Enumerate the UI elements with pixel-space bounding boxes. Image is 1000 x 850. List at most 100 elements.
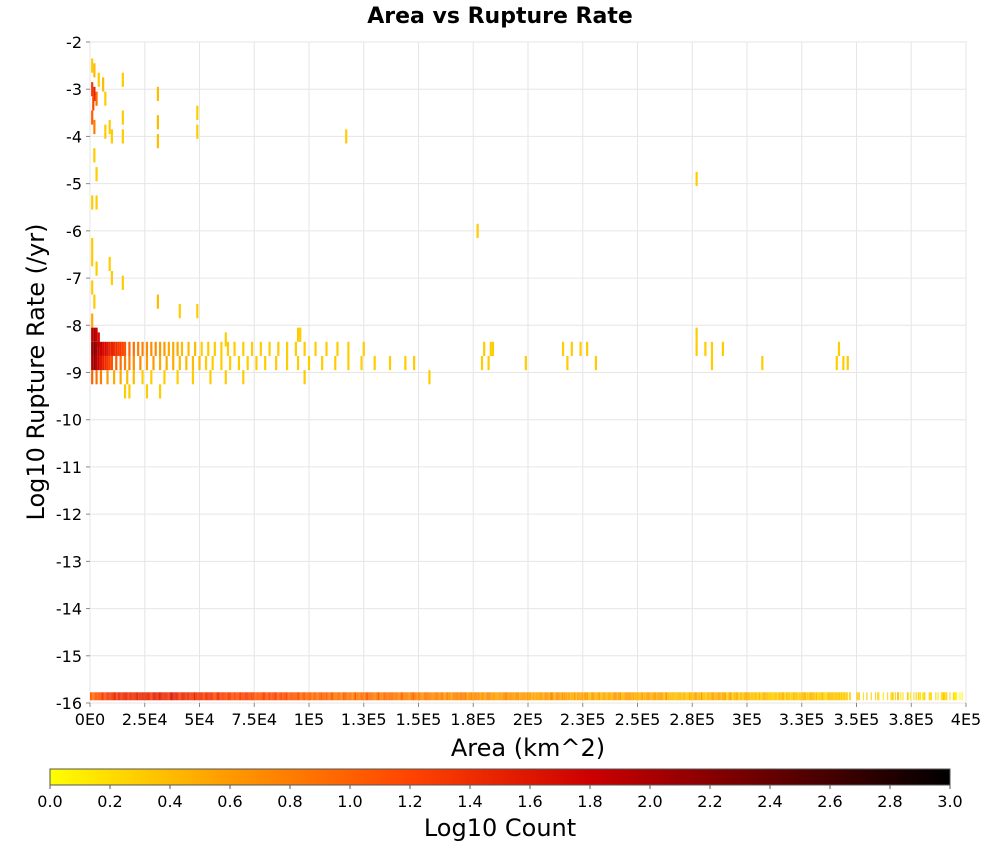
heatmap-cell [547,692,549,701]
heatmap-cell [698,692,700,701]
heatmap-cell [670,692,672,701]
heatmap-cell [238,692,240,701]
heatmap-cell [190,692,192,701]
heatmap-cell [863,692,865,701]
heatmap-cell [334,355,337,371]
heatmap-cell [615,692,617,701]
heatmap-cell [549,692,551,701]
x-tick-label: 2E5 [513,710,543,729]
heatmap-cell [122,692,124,701]
heatmap-cell [176,692,178,701]
heatmap-cell [93,86,96,102]
heatmap-cell [411,692,413,701]
heatmap-cell [354,692,356,701]
heatmap-cell [305,692,307,701]
heatmap-cell [345,129,348,144]
heatmap-cell [561,341,565,356]
heatmap-cell [406,692,408,701]
heatmap-cell [184,692,186,701]
heatmap-cell [695,692,697,701]
heatmap-cell [943,692,945,701]
heatmap-cell [817,692,819,701]
heatmap-cell [451,692,453,701]
heatmap-cell [577,692,579,701]
heatmap-cell [261,692,263,701]
heatmap-cell [729,692,731,701]
heatmap-cell [95,327,98,342]
heatmap-cell [455,692,457,701]
heatmap-cell [373,355,376,371]
heatmap-cell [329,692,331,701]
heatmap-cell [487,692,489,701]
heatmap-cell [120,692,122,701]
heatmap-cell [288,692,290,701]
heatmap-cell [106,370,109,385]
heatmap-cell [616,692,618,701]
heatmap-cell [402,692,404,701]
heatmap-cell [169,692,171,701]
heatmap-cell [421,692,423,701]
heatmap-cell [156,692,158,701]
heatmap-cell [93,119,96,135]
heatmap-cell [815,692,817,701]
heatmap-cell [755,692,757,701]
heatmap-cell [157,692,159,701]
heatmap-cell [432,692,434,701]
heatmap-cell [382,692,384,701]
chart-title: Area vs Rupture Rate [367,4,633,29]
heatmap-cell [450,692,452,701]
heatmap-cell [97,332,100,347]
heatmap-cell [472,692,474,701]
heatmap-cell [388,692,390,701]
heatmap-cell [669,692,671,701]
heatmap-cell [722,692,724,701]
heatmap-cell [525,692,527,701]
heatmap-cell [568,692,570,701]
heatmap-cell [789,692,791,701]
heatmap-cell [685,692,687,701]
heatmap-cell [444,692,446,701]
y-tick-label: -14 [56,600,82,619]
heatmap-cell [294,692,296,701]
heatmap-cell [648,692,650,701]
colorbar-tick-label: 2.4 [757,792,782,811]
heatmap-cell [431,692,433,701]
heatmap-cell [310,692,312,701]
heatmap-cell [128,355,131,371]
heatmap-cell [98,692,100,701]
heatmap-cell [326,692,328,701]
heatmap-cell [736,692,738,701]
heatmap-cell [663,692,665,701]
heatmap-cell [477,692,479,701]
heatmap-cell [387,692,389,701]
heatmap-cell [596,692,598,701]
heatmap-cell [327,692,329,701]
heatmap-cell [593,692,595,701]
heatmap-cell [132,370,135,385]
heatmap-cell [743,692,745,701]
heatmap-cell [129,692,131,701]
heatmap-cell [749,692,751,701]
heatmap-cell [788,692,790,701]
x-tick-label: 2.5E4 [122,710,168,729]
heatmap-cell [645,692,647,701]
heatmap-cell [119,341,122,356]
y-tick-label: -11 [56,458,82,477]
heatmap-cell [465,692,467,701]
heatmap-cell [717,692,719,701]
heatmap-cell [739,692,741,701]
heatmap-cell [209,692,211,701]
heatmap-cell [467,692,469,701]
colorbar-tick-label: 1.4 [457,792,482,811]
heatmap-cell [580,692,582,701]
heatmap-cell [508,692,510,701]
heatmap-cell [484,692,486,701]
heatmap-cell [110,129,113,144]
heatmap-cell [362,692,364,701]
heatmap-cell [346,692,348,701]
heatmap-cell [679,692,681,701]
heatmap-cell [892,692,894,701]
heatmap-cell [108,256,111,271]
heatmap-cell [198,355,201,371]
heatmap-cell [93,148,96,163]
